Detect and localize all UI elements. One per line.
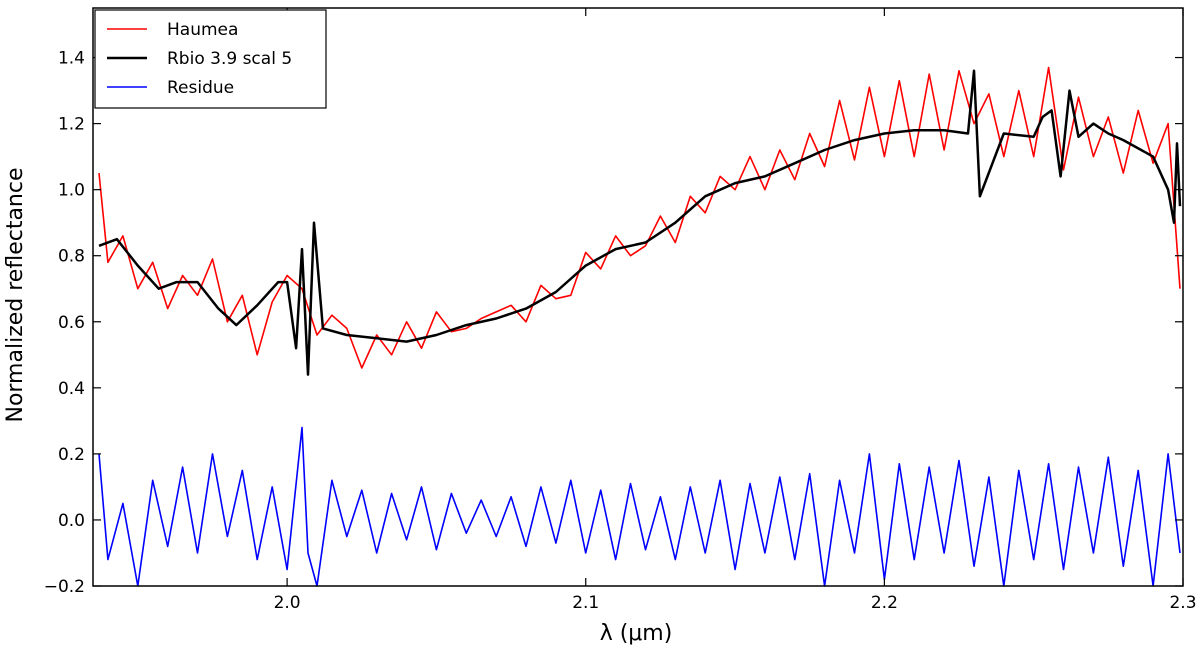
- y-tick-label: 1.2: [58, 115, 85, 135]
- x-axis-label: λ (μm): [600, 621, 673, 646]
- legend: Haumea Rbio 3.9 scal 5 Residue: [94, 9, 327, 109]
- y-tick-label: 0.4: [58, 379, 85, 399]
- x-tick-label: 2.1: [572, 593, 599, 613]
- y-tick-label: 1.0: [58, 181, 85, 201]
- series-line-1: [98, 69, 1182, 376]
- legend-label-1: Rbio 3.9 scal 5: [167, 49, 292, 69]
- x-tick-label: 2.2: [871, 593, 898, 613]
- y-tick-label: 1.4: [58, 49, 85, 69]
- y-tick-label: 0.0: [58, 511, 85, 531]
- x-tick-label: 2.3: [1169, 593, 1196, 613]
- series-line-0: [98, 66, 1181, 369]
- y-tick-label: 0.6: [58, 313, 85, 333]
- series-line-2: [98, 426, 1181, 587]
- x-tick-label: 2.0: [274, 593, 301, 613]
- plot-area: [98, 66, 1182, 587]
- y-tick-label: 0.2: [58, 445, 85, 465]
- y-tick-label: 0.8: [58, 247, 85, 267]
- legend-label-2: Residue: [167, 78, 234, 98]
- y-axis-label: Normalized reflectance: [3, 167, 28, 422]
- legend-label-0: Haumea: [167, 20, 238, 40]
- axes: 2.0 2.1 2.2 2.3 −0.2 0.0 0.2 0.4 0.6 0.8 1.0 1.2 1.4: [44, 7, 1197, 613]
- y-tick-label: −0.2: [44, 577, 85, 597]
- plot-frame: [92, 7, 1184, 587]
